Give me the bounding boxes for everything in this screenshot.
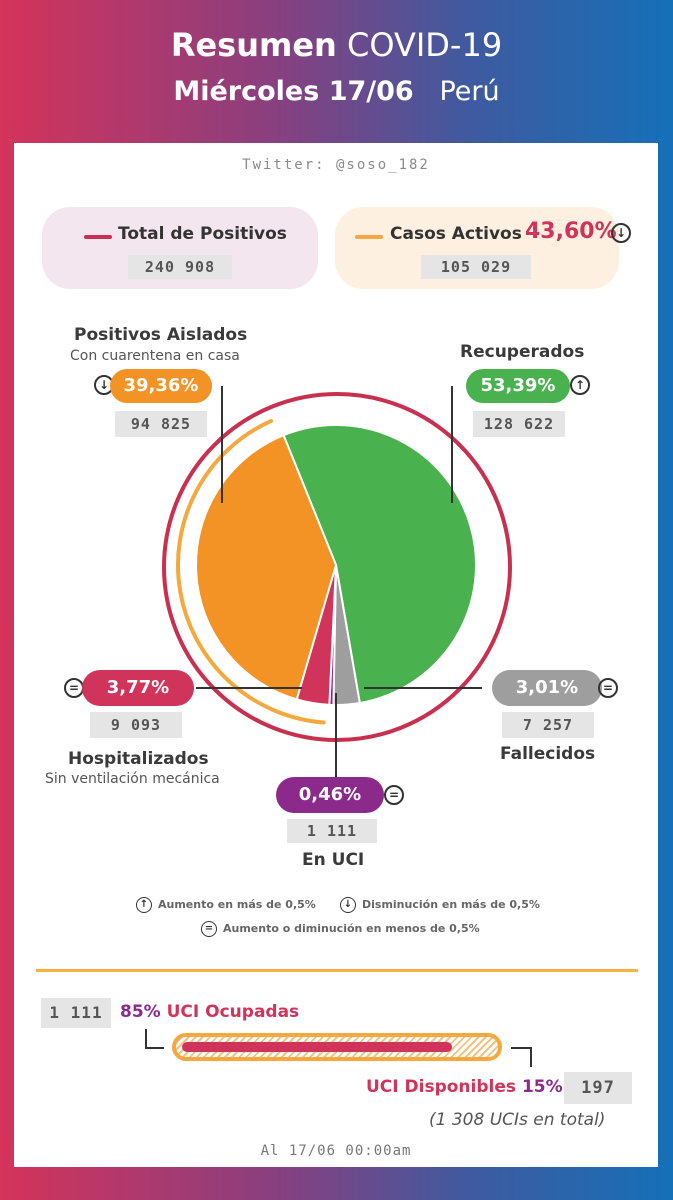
legend-up-icon: ↑ (136, 897, 152, 913)
twitter-handle: Twitter: @soso_182 (242, 157, 430, 173)
legend-down-text: Disminución en más de 0,5% (362, 898, 540, 911)
fallecidos-value: 7 257 (502, 712, 594, 738)
title-bold: Resumen (170, 26, 337, 64)
pie-slice-positivos-aislados (195, 433, 338, 701)
aislados-title: Positivos Aislados (74, 325, 248, 345)
connector-occupied (145, 1029, 164, 1049)
uci-progress-fill (182, 1042, 452, 1052)
legend-down: ↓ Disminución en más de 0,5% (340, 897, 540, 913)
aislados-percent: 39,36% (110, 369, 212, 403)
legend-equal: = Aumento o diminución en menos de 0,5% (201, 921, 480, 937)
country-text: Perú (439, 76, 500, 107)
legend-equal-icon: = (201, 921, 217, 937)
active-line-marker (355, 235, 383, 239)
connector-available (511, 1047, 532, 1067)
timestamp: Al 17/06 00:00am (260, 1143, 412, 1159)
trend-equal-icon: = (598, 678, 618, 698)
uci-available-label: UCI Disponibles (366, 1077, 517, 1097)
uci-available-percent: 15% (521, 1077, 563, 1097)
legend-equal-text: Aumento o diminución en menos de 0,5% (223, 922, 480, 935)
pie-chart (162, 386, 512, 777)
uci-occupied-label: UCI Ocupadas (166, 1002, 300, 1022)
uci-occupied-value: 1 111 (41, 998, 111, 1028)
uci-percent: 0,46% (276, 777, 384, 813)
aislados-value: 94 825 (115, 411, 207, 437)
legend-down-icon: ↓ (340, 897, 356, 913)
active-cases-arc (176, 418, 326, 725)
uci-total-note: (1 308 UCIs en total) (429, 1110, 606, 1130)
uci-available-value: 197 (564, 1072, 632, 1104)
active-percent: 43,60% (525, 219, 617, 244)
uci-available-line: UCI Disponibles 15% (366, 1077, 563, 1097)
section-divider (36, 969, 638, 972)
total-value: 240 908 (128, 255, 232, 279)
uci-title: En UCI (302, 850, 365, 870)
uci-progress-bar (172, 1033, 502, 1061)
hospitalizados-title: Hospitalizados (68, 749, 209, 769)
recuperados-percent: 53,39% (466, 369, 570, 403)
trend-up-icon: ↑ (570, 375, 590, 395)
uci-occupied-percent: 85% (120, 1002, 161, 1022)
pie-slice-recuperados (282, 424, 477, 705)
legend-up: ↑ Aumento en más de 0,5% (136, 897, 316, 913)
header-date: Miércoles 17/06 Perú (0, 76, 673, 107)
fallecidos-percent: 3,01% (492, 670, 602, 706)
fallecidos-title: Fallecidos (500, 744, 596, 764)
total-positives-card: Total de Positivos 240 908 (42, 207, 318, 289)
uci-value: 1 111 (287, 819, 377, 843)
infographic-card: Twitter: @soso_182 Total de Positivos 24… (14, 143, 658, 1167)
aislados-subtitle: Con cuarentena en casa (70, 348, 240, 364)
trend-equal-icon: = (384, 785, 404, 805)
total-line-marker (84, 235, 112, 239)
header-title: Resumen COVID-19 (0, 26, 673, 64)
trend-down-icon: ↓ (611, 223, 631, 243)
uci-occupied-line: 85% UCI Ocupadas (120, 1002, 299, 1022)
legend-up-text: Aumento en más de 0,5% (158, 898, 316, 911)
uci-connectors (145, 1029, 532, 1067)
hospitalizados-percent: 3,77% (82, 670, 194, 706)
active-value: 105 029 (421, 255, 531, 279)
recuperados-value: 128 622 (473, 411, 565, 437)
active-label: Casos Activos (390, 224, 522, 244)
active-cases-card: Casos Activos 43,60% ↓ 105 029 (335, 207, 631, 289)
date-text: Miércoles 17/06 (173, 76, 414, 107)
hospitalizados-value: 9 093 (90, 712, 182, 738)
hospitalizados-subtitle: Sin ventilación mecánica (45, 771, 220, 787)
total-label: Total de Positivos (118, 224, 287, 244)
recuperados-title: Recuperados (460, 342, 585, 362)
title-rest: COVID-19 (346, 26, 503, 64)
